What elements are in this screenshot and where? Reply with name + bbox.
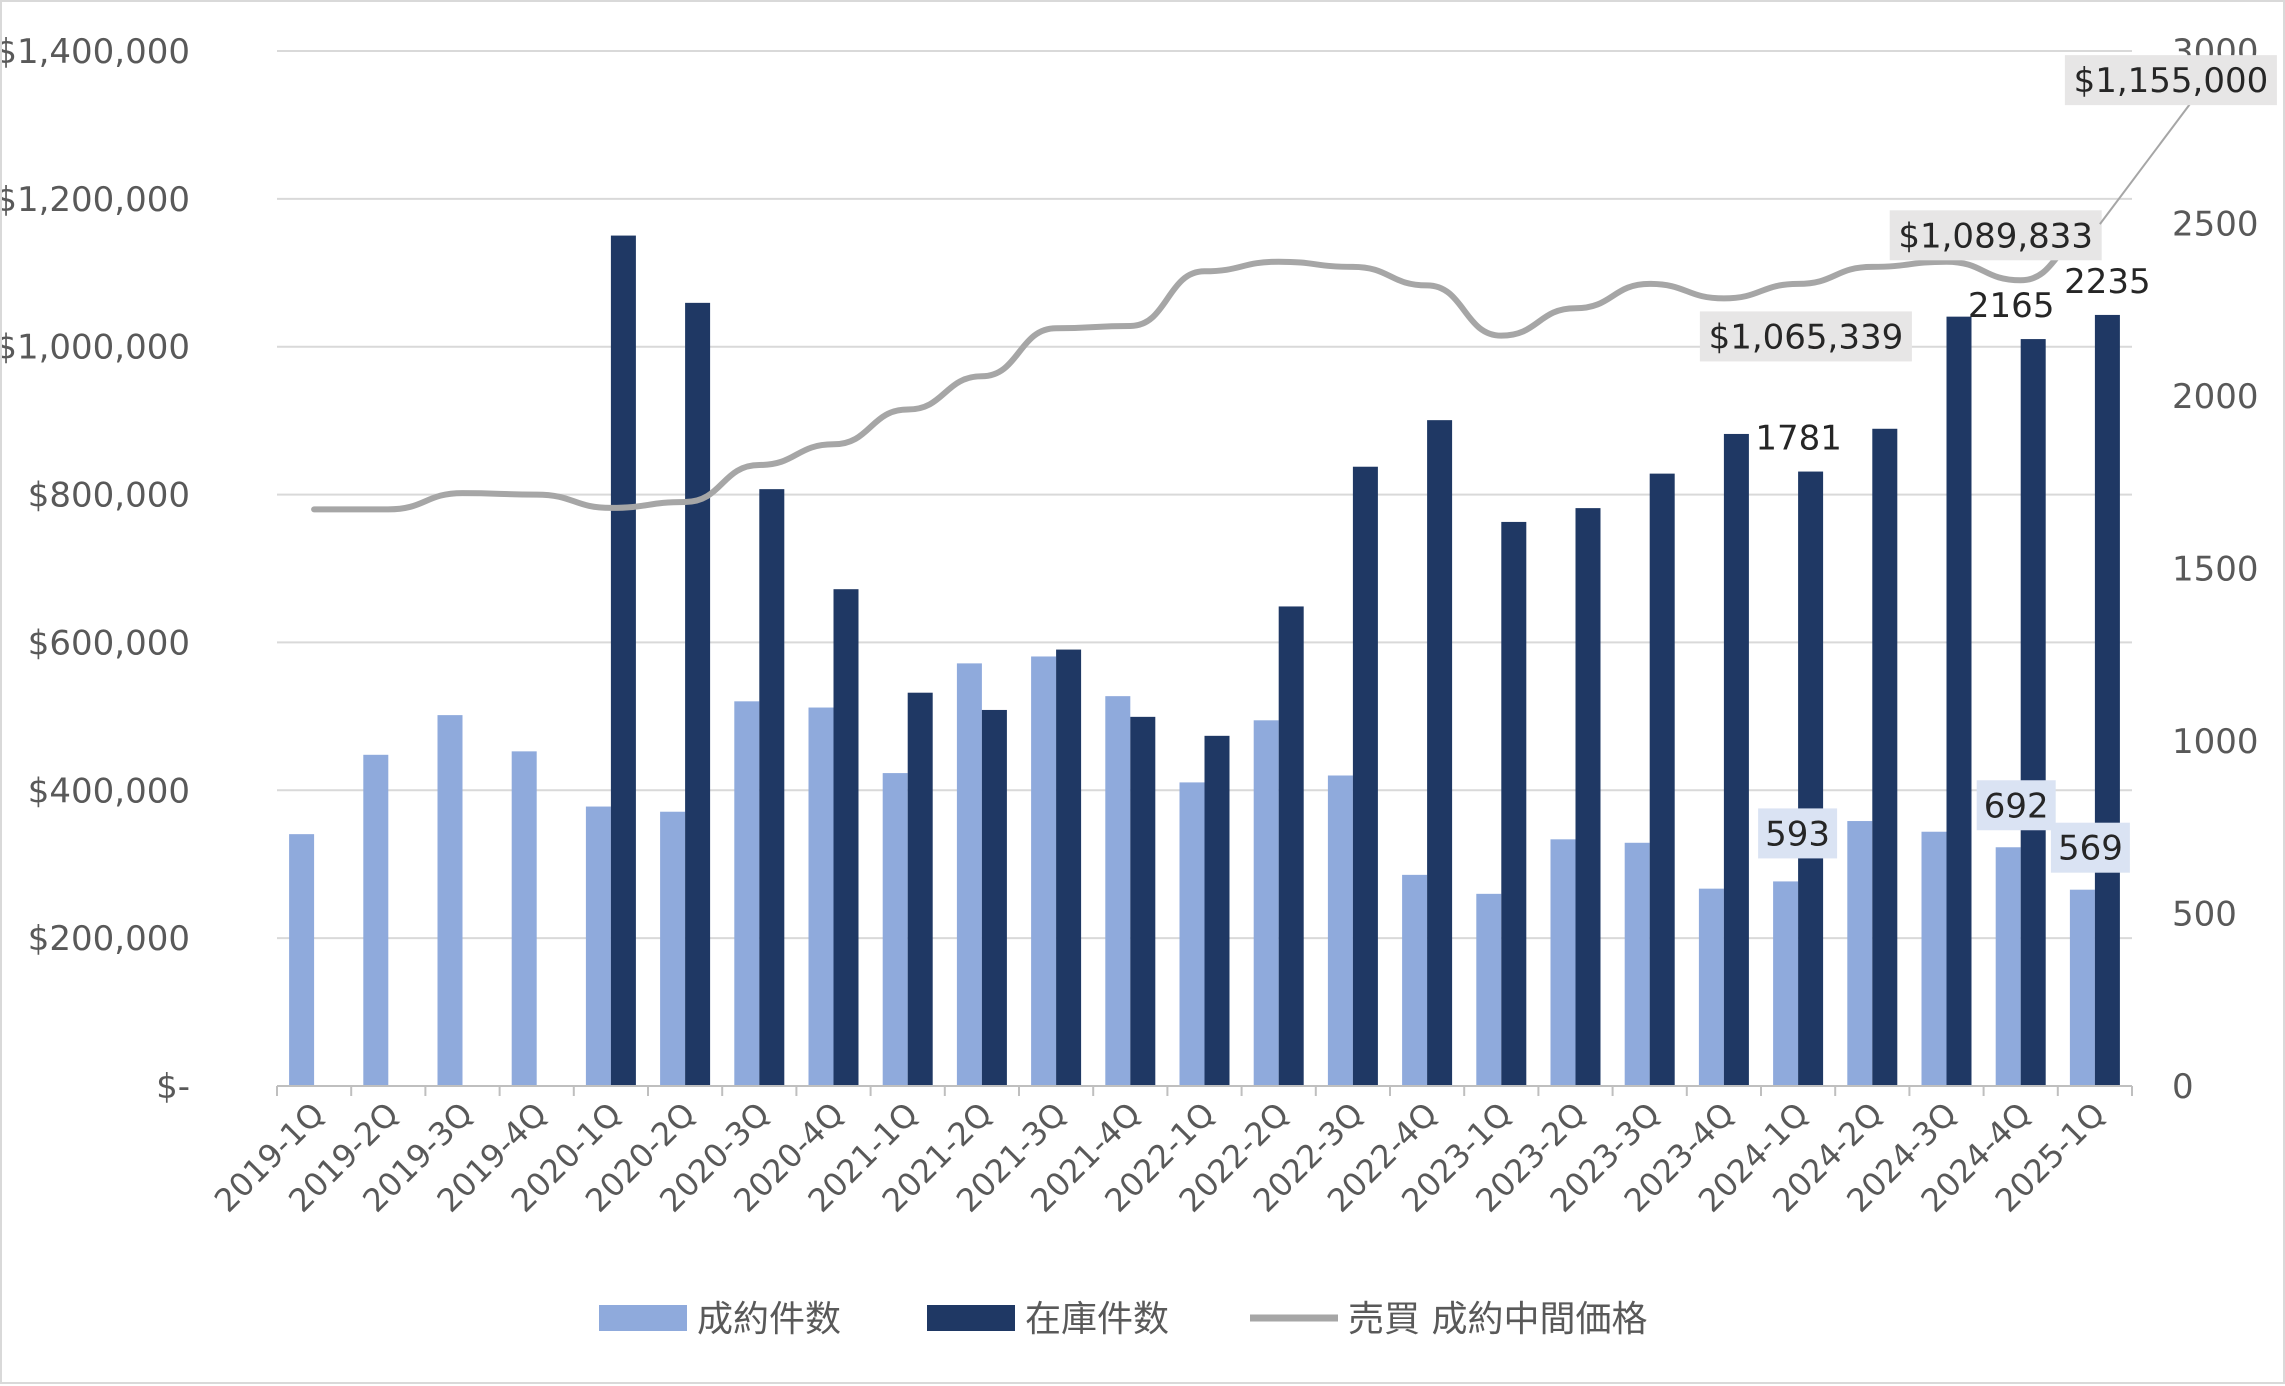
bar-seiyaku <box>1995 847 2021 1086</box>
bar-callout-seiyaku: 569 <box>2050 822 2130 873</box>
y-left-tick-label: $1,200,000 <box>2 180 190 220</box>
bar-seiyaku <box>1031 656 1057 1086</box>
y-right-tick-label: 1500 <box>2172 550 2259 590</box>
data-label-box <box>1758 808 1838 859</box>
bar-seiyaku <box>1921 831 1947 1086</box>
bar-seiyaku <box>1624 842 1650 1086</box>
bar-callout-zaiko: 2165 <box>1968 286 2055 326</box>
line-callout: $1,155,000 <box>2064 55 2277 106</box>
callout-leader-line <box>2099 103 2191 225</box>
bar-seiyaku <box>289 834 315 1086</box>
bar-seiyaku <box>1698 888 1724 1086</box>
data-label-text: 569 <box>2058 829 2123 869</box>
y-left-tick-label: $200,000 <box>28 919 190 959</box>
bar-zaiko <box>1946 316 1972 1086</box>
bar-callout-seiyaku: 692 <box>1976 780 2056 831</box>
bar-seiyaku <box>956 663 982 1086</box>
y-left-tick-label: $400,000 <box>28 771 190 811</box>
y-right-tick-label: 2000 <box>2172 377 2259 417</box>
bar-seiyaku <box>1105 696 1131 1086</box>
bar-seiyaku <box>1773 881 1799 1086</box>
bar-zaiko <box>907 692 933 1086</box>
bar-zaiko <box>2020 339 2046 1086</box>
bar-zaiko <box>1723 433 1749 1086</box>
bar-seiyaku <box>1253 720 1279 1086</box>
legend-label: 成約件数 <box>697 1299 841 1340</box>
line-callout: $1,065,339 <box>1699 311 1912 362</box>
bar-seiyaku <box>363 754 389 1086</box>
data-label-box <box>1976 780 2056 831</box>
bar-zaiko <box>759 489 785 1086</box>
legend-item: 成約件数 <box>599 1299 841 1340</box>
bar-callout-seiyaku: 593 <box>1758 808 1838 859</box>
legend-label: 売買 成約中間価格 <box>1348 1299 1647 1340</box>
legend-swatch <box>599 1305 687 1331</box>
y-left-tick-label: $1,400,000 <box>2 32 190 72</box>
gridlines <box>277 50 2132 940</box>
y-right-tick-label: 2500 <box>2172 205 2259 245</box>
bar-seiyaku <box>1550 839 1576 1086</box>
bar-seiyaku <box>585 806 611 1086</box>
legend: 成約件数 在庫件数 売買 成約中間価格 <box>599 1299 1647 1340</box>
y-right-tick-label: 500 <box>2172 895 2237 935</box>
y-right-tick-label: 1000 <box>2172 722 2259 762</box>
bar-zaiko <box>2094 314 2120 1086</box>
bar-seiyaku <box>1179 782 1205 1086</box>
data-label-box <box>1889 210 2102 261</box>
y-left-tick-label: $- <box>156 1067 190 1107</box>
bar-seiyaku <box>660 811 686 1086</box>
data-label-text: 692 <box>1984 786 2049 826</box>
bar-zaiko <box>1872 428 1898 1086</box>
legend-swatch <box>927 1305 1015 1331</box>
price-line-path <box>311 229 2098 513</box>
bar-zaiko <box>1130 716 1156 1086</box>
bar-zaiko <box>833 589 859 1086</box>
bar-zaiko <box>1575 508 1601 1086</box>
legend-item: 在庫件数 <box>927 1299 1169 1340</box>
legend-label: 在庫件数 <box>1025 1299 1169 1340</box>
bar-callout-zaiko: 2235 <box>2064 262 2151 302</box>
bar-zaiko <box>1352 466 1378 1087</box>
data-label-text: 593 <box>1765 814 1830 854</box>
bar-zaiko <box>685 302 711 1087</box>
bar-seiyaku <box>1327 775 1353 1086</box>
line-callout: $1,089,833 <box>1889 210 2102 261</box>
bar-zaiko <box>610 235 636 1086</box>
bar-zaiko <box>1501 521 1527 1086</box>
y-left-tick-label: $800,000 <box>28 476 190 516</box>
legend-item: 売買 成約中間価格 <box>1250 1299 1647 1340</box>
y-right-tick-label: 0 <box>2172 1067 2194 1107</box>
bar-zaiko <box>1056 649 1082 1086</box>
y-left-tick-label: $600,000 <box>28 623 190 663</box>
price-line <box>311 229 2098 513</box>
bar-seiyaku <box>882 773 908 1086</box>
bar-zaiko <box>981 709 1007 1086</box>
bar-zaiko <box>1798 471 1824 1086</box>
bars <box>289 235 2120 1087</box>
bar-seiyaku <box>511 751 537 1086</box>
data-label-text: $1,065,339 <box>1709 317 1904 357</box>
bar-zaiko <box>1427 420 1453 1086</box>
bar-zaiko <box>1204 735 1230 1086</box>
y-left-tick-label: $1,000,000 <box>2 328 190 368</box>
bar-seiyaku <box>2069 889 2095 1086</box>
bar-seiyaku <box>1402 874 1428 1086</box>
bar-seiyaku <box>808 707 834 1086</box>
bar-callout-zaiko: 1781 <box>1755 419 1842 459</box>
bar-seiyaku <box>1847 821 1873 1086</box>
bar-seiyaku <box>437 715 463 1086</box>
bar-zaiko <box>1649 473 1675 1086</box>
bar-seiyaku <box>734 701 760 1086</box>
data-label-box <box>2050 822 2130 873</box>
data-label-box <box>2064 55 2277 106</box>
bar-seiyaku <box>1476 893 1502 1086</box>
data-label-text: $1,089,833 <box>1898 216 2093 256</box>
bar-zaiko <box>1278 606 1304 1086</box>
data-label-box <box>1699 311 1912 362</box>
data-label-text: $1,155,000 <box>2074 61 2269 101</box>
